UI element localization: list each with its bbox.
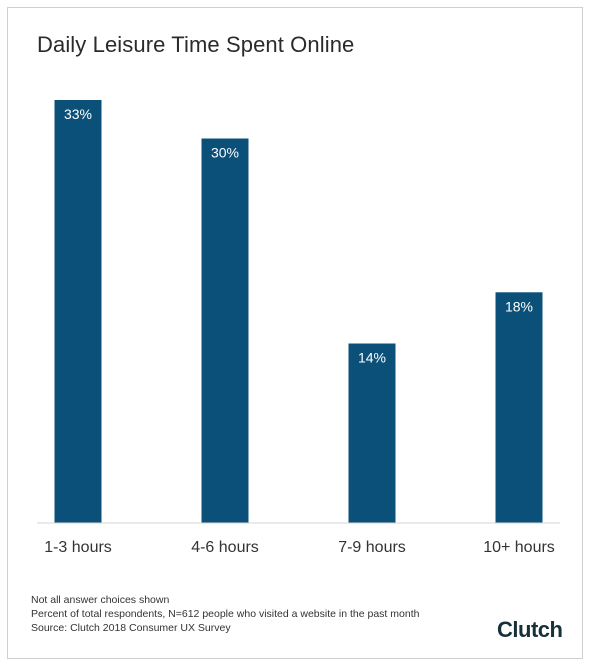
footnote-2: Percent of total respondents, N=612 peop… [31,608,420,620]
bar-0 [54,100,102,523]
ticks-layer: 1-3 hours 4-6 hours 7-9 hours 10+ hours [44,539,555,556]
bar-value-label-2: 14% [358,350,386,366]
bar-value-label-0: 33% [64,106,92,122]
bar-value-label-3: 18% [505,298,533,314]
category-label-3: 10+ hours [483,539,555,556]
bar-1 [201,138,249,523]
category-label-2: 7-9 hours [338,539,406,556]
labels-layer: 33% 30% 14% 18% [64,106,533,366]
bar-3 [495,292,543,523]
footnote-3: Source: Clutch 2018 Consumer UX Survey [31,622,231,634]
footnotes: Not all answer choices shown Percent of … [31,593,419,635]
category-label-0: 1-3 hours [44,539,112,556]
chart-title: Daily Leisure Time Spent Online [37,32,355,57]
footnote-1: Not all answer choices shown [31,594,170,606]
bar-value-label-1: 30% [211,145,239,161]
bar-2 [348,343,396,523]
category-label-1: 4-6 hours [191,539,259,556]
chart-frame [7,7,583,659]
bars-layer [54,100,543,523]
clutch-logo: Clutch [497,617,563,642]
